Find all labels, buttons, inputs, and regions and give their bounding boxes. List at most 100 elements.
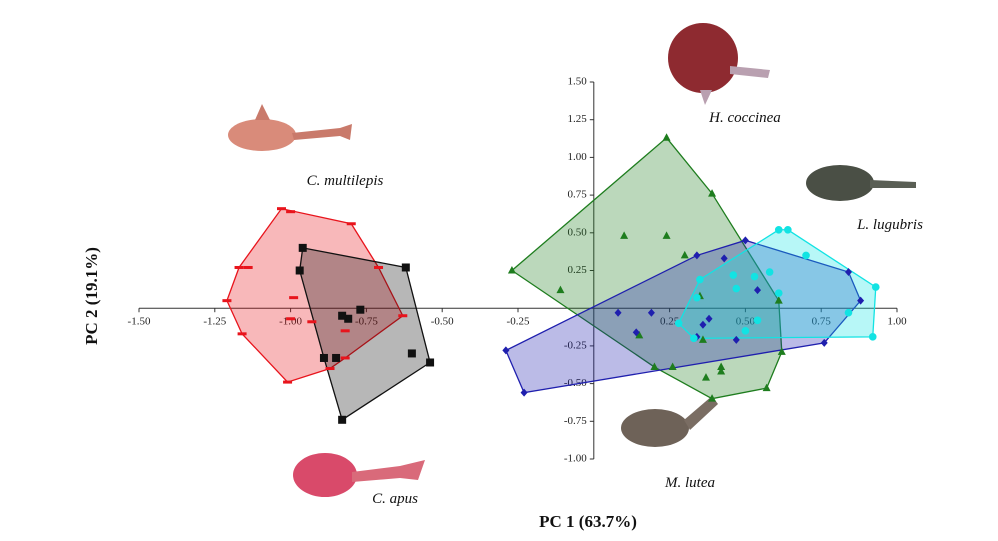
point — [298, 243, 307, 252]
point — [732, 335, 740, 344]
x-tick-label: 0.50 — [736, 316, 756, 328]
species-label: L. lugubris — [856, 217, 923, 233]
point — [802, 251, 810, 260]
point — [662, 133, 671, 141]
point — [720, 254, 728, 263]
x-tick-label: 0.25 — [660, 316, 680, 328]
point — [774, 296, 783, 304]
point — [753, 316, 762, 325]
point — [325, 367, 335, 371]
point — [277, 207, 287, 211]
x-tick-label: -0.50 — [431, 316, 454, 328]
point — [289, 296, 299, 300]
point — [283, 380, 293, 384]
fish-m-lutea — [806, 165, 916, 201]
point — [693, 293, 701, 302]
y-axis-label: PC 2 (19.1%) — [82, 247, 101, 345]
y-tick-label: 0.75 — [568, 189, 588, 201]
point — [741, 236, 749, 245]
species-label: C. apus — [372, 491, 418, 507]
point — [754, 286, 762, 295]
y-tick-label: -0.25 — [564, 339, 587, 351]
y-tick-label: -0.50 — [564, 377, 587, 389]
point — [401, 263, 410, 272]
point — [668, 362, 677, 371]
point — [844, 268, 852, 277]
point — [620, 231, 629, 239]
point — [346, 222, 356, 226]
point — [237, 332, 247, 336]
point — [234, 265, 244, 269]
point — [765, 268, 774, 276]
point — [632, 328, 640, 337]
y-tick-label: 0.50 — [568, 226, 588, 238]
plot-area: -1.50 -1.25 -1.00 -0.75 -0.50 -0.25 0.25 0.50 0.… — [128, 76, 908, 465]
x-tick-label: -1.00 — [279, 316, 302, 328]
point — [696, 275, 704, 284]
point — [820, 338, 828, 347]
point — [356, 305, 365, 314]
point — [502, 346, 510, 355]
species-label: H. coccinea — [708, 110, 781, 126]
point — [774, 289, 783, 297]
point — [762, 383, 771, 392]
point — [398, 314, 408, 318]
group-hull — [505, 239, 862, 394]
point — [332, 353, 341, 362]
point — [871, 283, 880, 291]
point — [732, 284, 741, 293]
x-tick-label: -1.50 — [128, 316, 151, 328]
point — [520, 388, 528, 397]
point — [741, 327, 750, 335]
fish-pictures — [228, 23, 916, 497]
point — [286, 317, 296, 321]
point — [635, 330, 644, 339]
point — [319, 353, 328, 362]
fish-l-lugubris — [621, 396, 718, 447]
point — [729, 271, 738, 279]
point — [286, 210, 296, 214]
x-tick-label: -1.25 — [203, 316, 226, 328]
point — [243, 265, 253, 269]
point — [307, 320, 317, 324]
y-tick-label: 1.50 — [568, 76, 588, 88]
point — [717, 367, 726, 375]
point — [647, 308, 655, 317]
point — [650, 362, 659, 371]
point — [844, 308, 853, 317]
point — [708, 189, 717, 197]
point — [698, 335, 707, 343]
y-tick-label: 0.25 — [568, 264, 588, 276]
x-tick-label: 0.75 — [812, 316, 832, 328]
point — [338, 415, 347, 424]
point — [295, 266, 304, 275]
x-tick-label: 1.00 — [887, 316, 907, 328]
point — [426, 358, 435, 367]
point — [750, 272, 759, 281]
point — [556, 285, 565, 294]
point — [614, 308, 622, 317]
point — [662, 231, 671, 239]
point — [857, 296, 865, 305]
y-tick-label: -0.75 — [564, 415, 587, 427]
point — [693, 251, 701, 260]
point — [674, 319, 683, 328]
point — [699, 320, 707, 329]
group-hull — [677, 229, 877, 340]
fish-c-apus — [293, 453, 425, 497]
y-tick-label: 1.25 — [568, 113, 588, 125]
x-tick-label: -0.25 — [507, 316, 530, 328]
point — [340, 329, 350, 333]
point — [717, 362, 726, 371]
point — [705, 314, 713, 323]
point — [784, 225, 792, 234]
species-label: C. multilepis — [307, 173, 384, 189]
point — [340, 356, 350, 360]
y-tick-label: -1.00 — [564, 453, 587, 465]
point — [701, 373, 710, 381]
fish-c-multilepis — [228, 104, 352, 151]
point — [708, 394, 717, 402]
point — [690, 334, 698, 343]
point — [222, 299, 232, 303]
x-tick-label: -0.75 — [355, 316, 378, 328]
